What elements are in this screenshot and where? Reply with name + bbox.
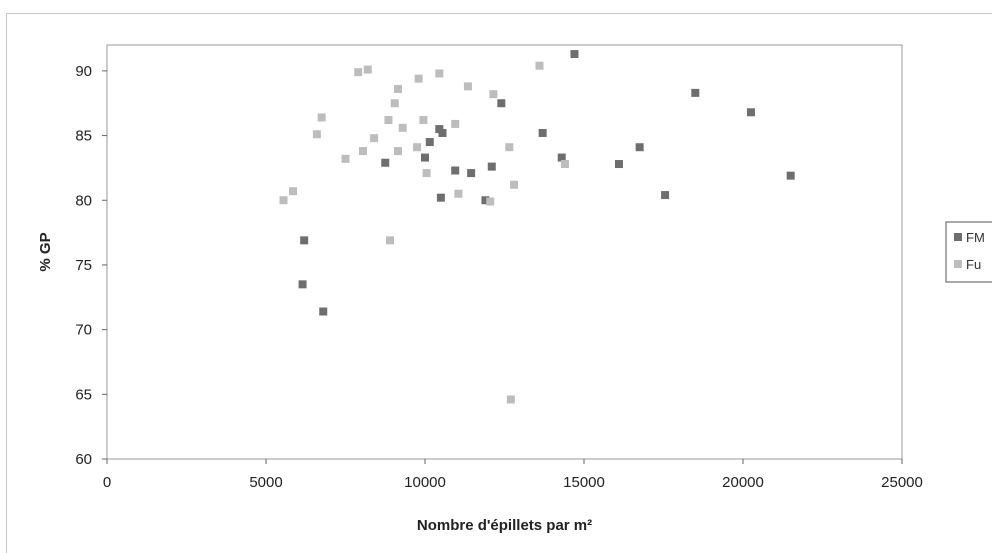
scatter-point-fm: [570, 50, 579, 59]
scatter-point-fu: [414, 74, 423, 83]
chart-frame: [6, 13, 992, 553]
x-tick-label: 0: [103, 474, 111, 491]
scatter-point-fm: [786, 171, 795, 180]
scatter-point-fu: [398, 123, 407, 132]
y-tick-label: 70: [75, 322, 92, 339]
scatter-point-fu: [505, 143, 514, 152]
scatter-point-fm: [319, 307, 328, 316]
scatter-point-fu: [363, 65, 372, 74]
x-axis-title: Nombre d'épillets par m²: [417, 517, 592, 534]
x-tick-label: 25000: [881, 474, 923, 491]
scatter-point-fu: [312, 130, 321, 139]
scatter-point-fu: [341, 154, 350, 163]
scatter-point-fm: [557, 153, 566, 162]
x-tick-label: 5000: [249, 474, 282, 491]
scatter-point-fm: [481, 196, 490, 205]
scatter-point-fu: [370, 134, 379, 143]
data-points: [279, 50, 795, 404]
scatter-point-fm: [436, 193, 445, 202]
scatter-point-fu: [393, 84, 402, 93]
scatter-point-fu: [560, 160, 569, 169]
scatter-point-fu: [422, 169, 431, 178]
scatter-point-fm: [538, 128, 547, 137]
scatter-point-fm: [425, 138, 434, 147]
x-tick-label: 20000: [722, 474, 764, 491]
scatter-point-fu: [419, 116, 428, 125]
scatter-point-fu: [384, 116, 393, 125]
y-tick-label: 85: [75, 128, 92, 145]
scatter-point-fu: [486, 197, 495, 206]
legend-label-fm: FM: [966, 230, 985, 245]
legend-box: [945, 221, 992, 283]
legend-marker-fm: [954, 233, 962, 241]
scatter-point-fu: [390, 99, 399, 108]
scatter-point-fm: [497, 99, 506, 108]
scatter-point-fu: [510, 180, 519, 189]
y-tick-label: 60: [75, 451, 92, 468]
scatter-point-fm: [381, 158, 390, 167]
plot-background: [106, 44, 903, 460]
y-tick-label: 90: [75, 63, 92, 80]
scatter-point-fu: [358, 147, 367, 156]
scatter-point-fu: [489, 90, 498, 99]
scatter-point-fm: [487, 162, 496, 171]
legend-marker-fu: [954, 260, 962, 268]
scatter-point-fm: [300, 236, 309, 245]
legend-label-fu: Fu: [966, 257, 981, 272]
y-tick-label: 65: [75, 386, 92, 403]
scatter-point-fm: [467, 169, 476, 178]
scatter-point-fm: [421, 153, 429, 162]
scatter-point-fu: [354, 68, 363, 77]
scatter-point-fu: [463, 82, 472, 91]
scatter-point-fu: [317, 113, 326, 122]
y-tick-label: 80: [75, 192, 92, 209]
plot-area: [106, 44, 903, 460]
scatter-point-fm: [635, 143, 644, 152]
scatter-point-fm: [438, 128, 447, 137]
scatter-point-fu: [535, 61, 544, 70]
scatter-point-fm: [614, 160, 623, 169]
scatter-point-fu: [451, 119, 460, 128]
scatter-point-fu: [413, 143, 422, 152]
y-axis-title: % GP: [37, 232, 54, 271]
x-tick-label: 15000: [563, 474, 605, 491]
scatter-point-fu: [506, 395, 515, 404]
scatter-point-fm: [691, 88, 700, 97]
scatter-point-fu: [393, 147, 402, 156]
y-tick-label: 75: [75, 257, 92, 274]
scatter-point-fu: [386, 236, 395, 245]
scatter-point-fm: [661, 191, 670, 200]
legend: FM Fu: [945, 221, 992, 283]
scatter-point-fm: [746, 108, 755, 117]
scatter-point-fu: [454, 189, 463, 198]
scatter-point-fm: [298, 280, 307, 289]
x-tick-label: 10000: [404, 474, 446, 491]
scatter-point-fu: [289, 187, 298, 196]
axis-ticks: 0 5000 10000 15000 20000 25000 60 65 70 75 80 85 90: [75, 63, 923, 491]
scatter-point-fu: [435, 69, 444, 78]
scatter-point-fu: [279, 196, 288, 205]
scatter-point-fm: [451, 166, 460, 175]
